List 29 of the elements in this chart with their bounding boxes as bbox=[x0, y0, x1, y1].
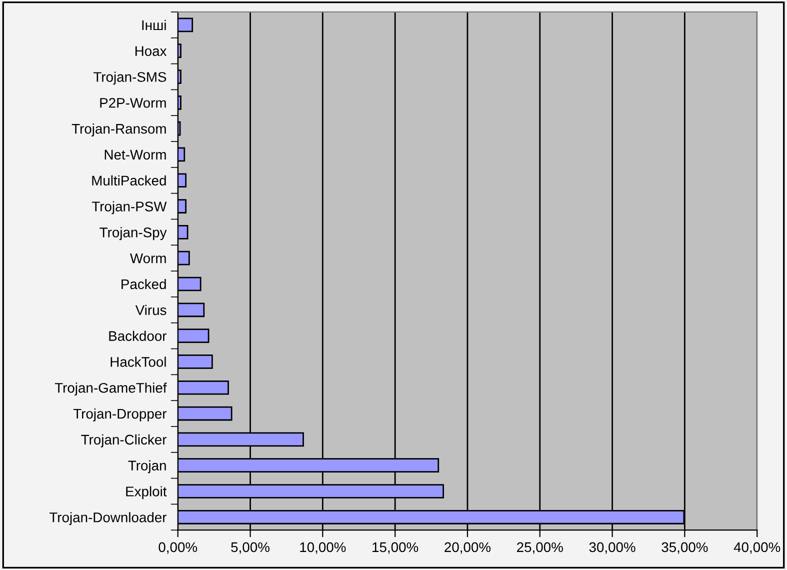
x-tick-label: 20,00% bbox=[444, 542, 491, 554]
y-tick-label: Worm bbox=[130, 254, 166, 264]
x-tick-label: 30,00% bbox=[589, 542, 636, 554]
y-tick-label: Backdoor bbox=[109, 330, 167, 341]
y-tick-label: Trojan bbox=[128, 460, 166, 474]
y-tick-label: Hoax bbox=[135, 46, 167, 56]
y-tick-label: Exploit bbox=[126, 486, 167, 500]
y-tick-label: Trojan-Dropper bbox=[73, 408, 167, 422]
y-tick-label: Trojan-Spy bbox=[100, 227, 167, 240]
y-tick-label: P2P-Worm bbox=[100, 98, 166, 108]
x-tick-label: 15,00% bbox=[372, 542, 418, 554]
y-tick-label: Trojan-Downloader bbox=[49, 512, 167, 526]
x-tick-label: 40,00% bbox=[734, 542, 780, 554]
y-tick-label: Інші bbox=[142, 20, 166, 30]
y-tick-label: Trojan-Clicker bbox=[81, 434, 167, 448]
x-tick-label: 25,00% bbox=[517, 542, 563, 554]
x-tick-label: 10,00% bbox=[300, 542, 346, 554]
y-tick-label: MultiPacked bbox=[92, 175, 166, 186]
y-tick-label: Packed bbox=[122, 278, 166, 290]
y-tick-label: Net-Worm bbox=[104, 150, 166, 160]
y-tick-label: HackTool bbox=[110, 356, 166, 367]
x-tick-label: 35,00% bbox=[662, 542, 708, 554]
y-tick-label: Trojan-PSW bbox=[92, 201, 167, 214]
y-tick-label: Trojan-SMS bbox=[94, 72, 166, 85]
y-tick-label: Trojan-Ransom bbox=[72, 124, 166, 136]
y-tick-label: Trojan-GameThief bbox=[54, 382, 167, 396]
x-tick-label: 0,00% bbox=[158, 542, 198, 554]
y-tick-label: Virus bbox=[135, 304, 166, 316]
x-tick-label: 5,00% bbox=[231, 542, 270, 554]
